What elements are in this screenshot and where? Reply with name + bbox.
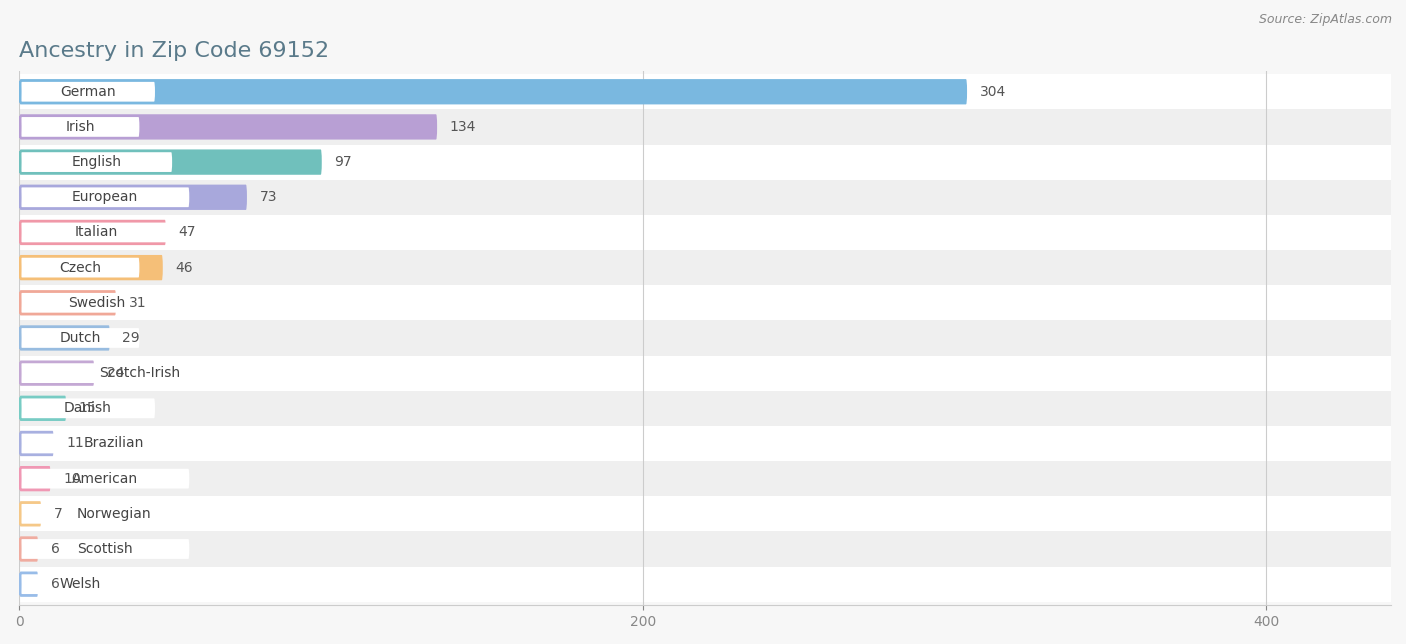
FancyBboxPatch shape xyxy=(20,220,166,245)
Bar xyxy=(20,250,1391,285)
Text: European: European xyxy=(72,190,138,204)
Bar xyxy=(20,285,1391,320)
FancyBboxPatch shape xyxy=(20,536,38,562)
FancyBboxPatch shape xyxy=(20,79,967,104)
Text: Czech: Czech xyxy=(59,261,101,274)
FancyBboxPatch shape xyxy=(21,363,257,383)
Circle shape xyxy=(20,292,21,314)
FancyBboxPatch shape xyxy=(20,255,163,280)
Text: 15: 15 xyxy=(79,401,96,415)
FancyBboxPatch shape xyxy=(21,469,190,489)
Circle shape xyxy=(20,81,21,102)
Bar xyxy=(20,426,1391,461)
Text: 6: 6 xyxy=(51,577,59,591)
Text: 24: 24 xyxy=(107,366,124,380)
FancyBboxPatch shape xyxy=(21,187,190,207)
Text: 46: 46 xyxy=(176,261,193,274)
Text: 73: 73 xyxy=(260,190,277,204)
Circle shape xyxy=(20,503,21,524)
FancyBboxPatch shape xyxy=(20,185,247,210)
Text: Scotch-Irish: Scotch-Irish xyxy=(98,366,180,380)
FancyBboxPatch shape xyxy=(20,501,41,527)
Bar xyxy=(20,74,1391,109)
Bar xyxy=(20,320,1391,355)
Circle shape xyxy=(20,117,21,138)
Text: 6: 6 xyxy=(51,542,59,556)
FancyBboxPatch shape xyxy=(21,82,155,102)
Bar xyxy=(20,567,1391,601)
Text: Italian: Italian xyxy=(75,225,118,240)
Bar xyxy=(20,497,1391,531)
Text: Danish: Danish xyxy=(65,401,112,415)
Circle shape xyxy=(20,574,21,595)
Circle shape xyxy=(20,222,21,243)
Text: 29: 29 xyxy=(122,331,139,345)
Text: Swedish: Swedish xyxy=(67,296,125,310)
FancyBboxPatch shape xyxy=(20,361,94,386)
Bar xyxy=(20,531,1391,567)
FancyBboxPatch shape xyxy=(21,152,172,172)
Text: Welsh: Welsh xyxy=(59,577,101,591)
Circle shape xyxy=(20,538,21,560)
Text: German: German xyxy=(60,85,115,99)
FancyBboxPatch shape xyxy=(21,258,139,278)
FancyBboxPatch shape xyxy=(20,466,51,491)
Bar xyxy=(20,109,1391,144)
Text: 134: 134 xyxy=(450,120,477,134)
Circle shape xyxy=(20,433,21,454)
FancyBboxPatch shape xyxy=(21,504,207,524)
FancyBboxPatch shape xyxy=(21,433,207,453)
FancyBboxPatch shape xyxy=(20,325,110,350)
Bar xyxy=(20,180,1391,215)
Text: 7: 7 xyxy=(53,507,62,521)
FancyBboxPatch shape xyxy=(20,149,322,175)
FancyBboxPatch shape xyxy=(21,223,172,242)
FancyBboxPatch shape xyxy=(21,539,190,559)
FancyBboxPatch shape xyxy=(21,574,139,594)
Circle shape xyxy=(20,187,21,208)
Text: Norwegian: Norwegian xyxy=(76,507,150,521)
Circle shape xyxy=(20,257,21,278)
Text: American: American xyxy=(72,471,138,486)
FancyBboxPatch shape xyxy=(21,328,139,348)
Text: 11: 11 xyxy=(66,437,84,451)
Circle shape xyxy=(20,363,21,384)
Text: Source: ZipAtlas.com: Source: ZipAtlas.com xyxy=(1258,13,1392,26)
Text: Scottish: Scottish xyxy=(77,542,134,556)
Text: Irish: Irish xyxy=(66,120,96,134)
Bar xyxy=(20,391,1391,426)
FancyBboxPatch shape xyxy=(20,431,53,456)
Text: 10: 10 xyxy=(63,471,80,486)
Circle shape xyxy=(20,151,21,173)
Text: 97: 97 xyxy=(335,155,352,169)
FancyBboxPatch shape xyxy=(20,114,437,140)
Bar xyxy=(20,461,1391,497)
Bar xyxy=(20,144,1391,180)
Text: 304: 304 xyxy=(980,85,1005,99)
Bar xyxy=(20,355,1391,391)
Text: Brazilian: Brazilian xyxy=(83,437,143,451)
Circle shape xyxy=(20,398,21,419)
FancyBboxPatch shape xyxy=(20,571,38,597)
FancyBboxPatch shape xyxy=(21,293,172,313)
FancyBboxPatch shape xyxy=(20,395,66,421)
FancyBboxPatch shape xyxy=(21,399,155,418)
Text: 47: 47 xyxy=(179,225,195,240)
Bar xyxy=(20,215,1391,250)
FancyBboxPatch shape xyxy=(21,117,139,137)
FancyBboxPatch shape xyxy=(20,290,117,316)
Text: 31: 31 xyxy=(128,296,146,310)
Circle shape xyxy=(20,327,21,348)
Circle shape xyxy=(20,468,21,489)
Text: Dutch: Dutch xyxy=(59,331,101,345)
Text: Ancestry in Zip Code 69152: Ancestry in Zip Code 69152 xyxy=(20,41,329,61)
Text: English: English xyxy=(72,155,121,169)
